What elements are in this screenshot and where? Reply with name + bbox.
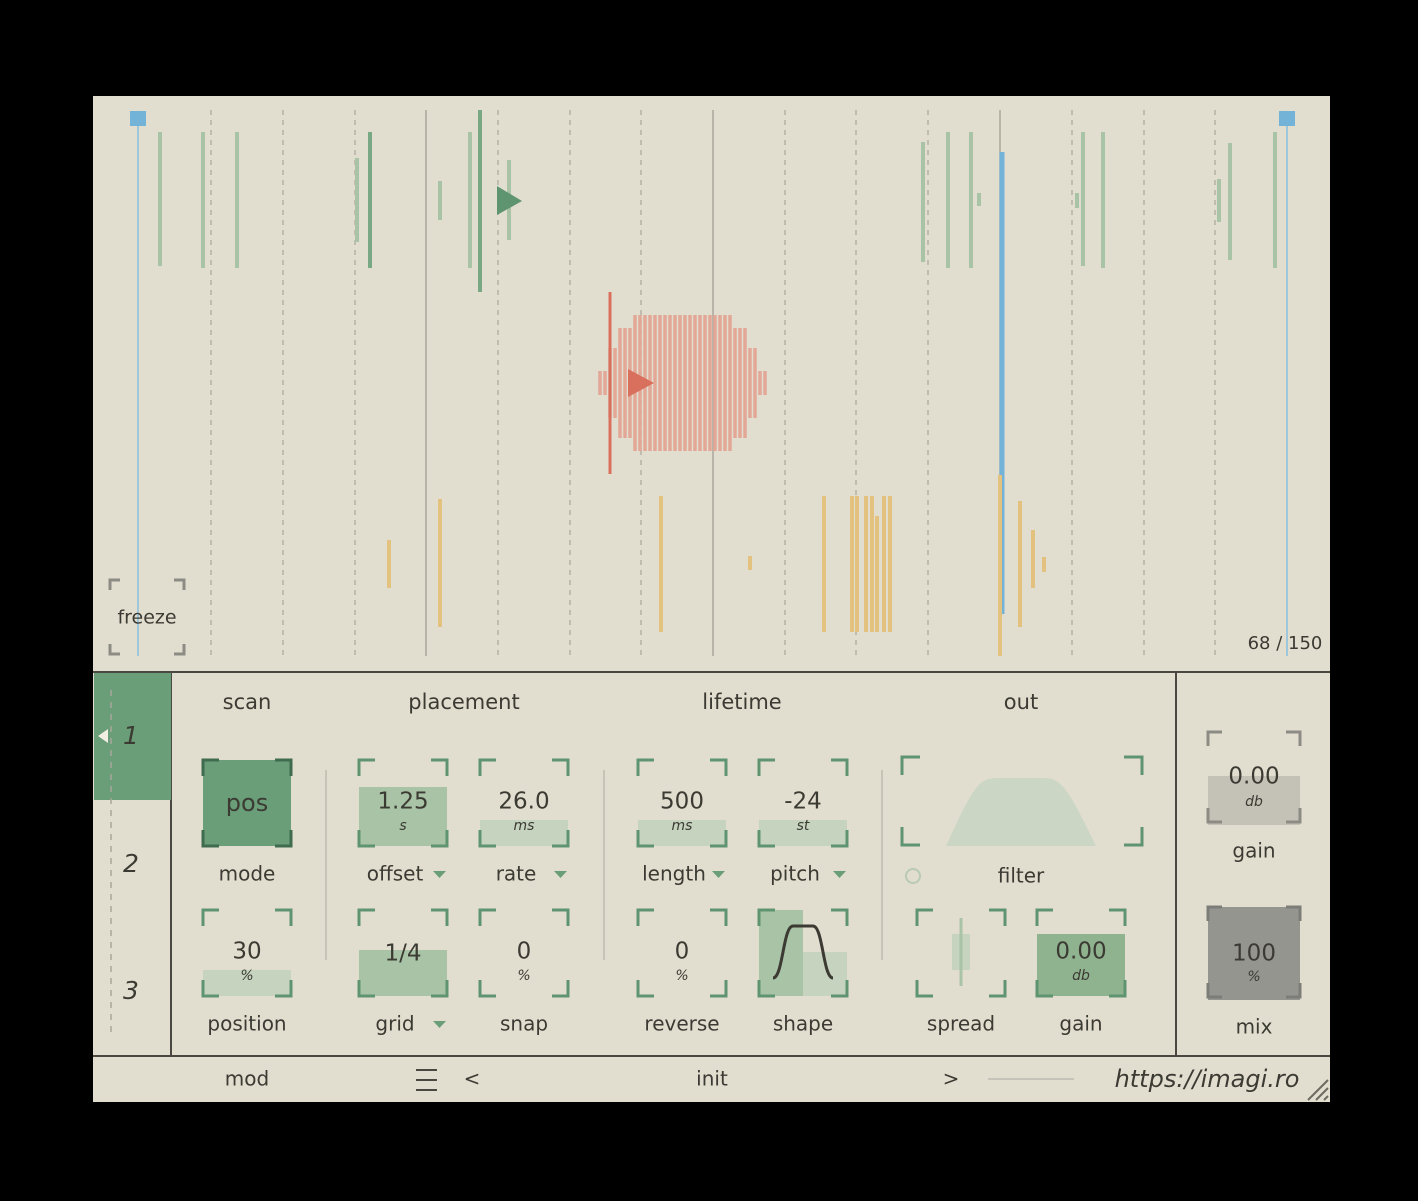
knob-fill[interactable] <box>638 820 726 846</box>
knob-fill[interactable] <box>1208 907 1300 1000</box>
dropdown-arrow[interactable] <box>554 871 567 878</box>
resize-grip[interactable] <box>1307 1079 1329 1101</box>
knob-value: 26.0 <box>498 789 549 815</box>
knob-fill[interactable] <box>359 950 447 996</box>
knob-label: rate <box>496 862 537 886</box>
knob-unit: ms <box>514 818 535 834</box>
knob-unit: ms <box>672 818 693 834</box>
dropdown-arrow[interactable] <box>712 871 725 878</box>
bracket <box>915 908 1007 998</box>
footer-bg <box>94 1057 1330 1102</box>
knob-label: mix <box>1236 1015 1273 1039</box>
dropdown-arrow[interactable] <box>433 1021 446 1028</box>
dropdown-arrow[interactable] <box>433 871 446 878</box>
knob-unit: % <box>517 968 530 984</box>
freeze-label[interactable]: freeze <box>117 607 176 629</box>
prev-button[interactable]: < <box>464 1067 481 1091</box>
bracket <box>357 908 449 998</box>
dropdown-arrow[interactable] <box>833 871 846 878</box>
loop-handle[interactable] <box>1279 111 1295 126</box>
knob-unit: % <box>675 968 688 984</box>
knob-value: 1/4 <box>384 941 421 967</box>
knob-value: 30 <box>232 939 261 965</box>
knob-label: shape <box>773 1012 833 1036</box>
knob-unit: s <box>399 818 406 834</box>
bracket <box>201 758 293 848</box>
play-head <box>497 186 522 215</box>
panel <box>93 96 1330 1102</box>
section-title: scan <box>223 690 272 714</box>
shape-curve <box>772 924 834 980</box>
power-icon[interactable] <box>905 868 921 884</box>
knob-label: length <box>642 862 706 886</box>
menu-icon[interactable] <box>416 1069 437 1091</box>
knob-label: snap <box>500 1012 548 1036</box>
knob-value: 100 <box>1232 941 1276 967</box>
bracket <box>1206 905 1302 999</box>
knob-value: 500 <box>660 789 704 815</box>
tab-label[interactable]: 2 <box>123 849 139 878</box>
knob-label: gain <box>1232 839 1275 863</box>
loop-handle[interactable] <box>130 111 146 126</box>
knob-label: spread <box>927 1012 995 1036</box>
knob-fill[interactable] <box>759 910 803 996</box>
bracket <box>478 758 570 848</box>
tab-label[interactable]: 1 <box>123 721 139 750</box>
section-title: placement <box>408 690 519 714</box>
url-link[interactable]: https://imagi.ro <box>1115 1065 1300 1093</box>
bracket <box>478 908 570 998</box>
knob-label: pitch <box>770 862 820 886</box>
tab-icon <box>98 729 108 743</box>
bracket <box>201 908 293 998</box>
knob-unit: % <box>240 968 253 984</box>
filter-curve[interactable] <box>946 778 1096 846</box>
knob-value: 1.25 <box>377 789 428 815</box>
knob-value: 0.00 <box>1055 939 1106 965</box>
knob-value: 0 <box>517 939 532 965</box>
bracket <box>1035 908 1127 998</box>
knob-value: 0.00 <box>1228 764 1279 790</box>
bracket <box>636 758 728 848</box>
bracket <box>900 755 1144 847</box>
knob-label: filter <box>998 864 1045 888</box>
play-head <box>628 369 654 397</box>
bracket <box>636 908 728 998</box>
bracket <box>357 758 449 848</box>
section-title: out <box>1004 690 1038 714</box>
bracket <box>757 908 849 998</box>
knob-label: position <box>207 1012 286 1036</box>
knob-label: gain <box>1059 1012 1102 1036</box>
mod-button[interactable]: mod <box>225 1067 269 1091</box>
knob-label: offset <box>367 862 424 886</box>
knob-fill[interactable] <box>759 820 847 846</box>
knob-unit: st <box>797 818 810 834</box>
bracket <box>108 578 186 656</box>
knob-label: grid <box>375 1012 414 1036</box>
knob-value: pos <box>226 789 268 817</box>
grain-counter: 68 / 150 <box>1248 633 1323 654</box>
knob-value: 0 <box>675 939 690 965</box>
knob-label: mode <box>219 862 276 886</box>
section-title: lifetime <box>702 690 781 714</box>
knob-fill[interactable] <box>1208 776 1300 825</box>
knob-unit: db <box>1072 968 1090 984</box>
knob-label: reverse <box>644 1012 719 1036</box>
bracket <box>757 758 849 848</box>
knob-fill[interactable] <box>1037 934 1125 996</box>
knob-fill[interactable] <box>203 970 291 996</box>
preset-name[interactable]: init <box>696 1067 728 1091</box>
knob-value: -24 <box>784 789 822 815</box>
tab-label[interactable]: 3 <box>123 976 139 1005</box>
bracket <box>1206 730 1302 824</box>
knob-fill[interactable] <box>480 820 568 846</box>
knob-unit: % <box>1247 969 1260 985</box>
knob-fill[interactable] <box>203 760 291 846</box>
next-button[interactable]: > <box>943 1067 960 1091</box>
knob-fill[interactable] <box>359 787 447 846</box>
knob-unit: db <box>1245 794 1263 810</box>
